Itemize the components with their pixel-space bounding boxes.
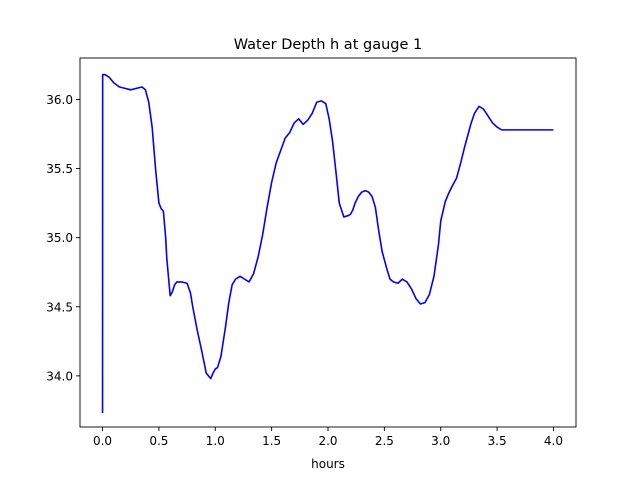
x-tick-label: 0.0 bbox=[93, 434, 112, 448]
y-tick-label: 34.0 bbox=[46, 369, 73, 383]
x-tick-label: 2.0 bbox=[318, 434, 337, 448]
y-tick-label: 34.5 bbox=[46, 300, 73, 314]
y-axis: 34.0 34.5 35.0 35.5 36.0 bbox=[46, 93, 80, 383]
x-tick-label: 1.5 bbox=[262, 434, 281, 448]
chart-title: Water Depth h at gauge 1 bbox=[234, 37, 422, 53]
y-tick-label: 35.5 bbox=[46, 162, 73, 176]
series-layer bbox=[101, 73, 554, 414]
x-tick-label: 1.0 bbox=[206, 434, 225, 448]
x-tick-label: 3.0 bbox=[431, 434, 450, 448]
y-tick-label: 35.0 bbox=[46, 231, 73, 245]
x-tick-label: 2.5 bbox=[375, 434, 394, 448]
x-axis: 0.0 0.5 1.0 1.5 2.0 2.5 3.0 3.5 4.0 bbox=[93, 427, 563, 448]
x-tick-label: 0.5 bbox=[149, 434, 168, 448]
y-tick-label: 36.0 bbox=[46, 93, 73, 107]
x-tick-label: 4.0 bbox=[544, 434, 563, 448]
x-axis-label: hours bbox=[311, 457, 345, 471]
x-tick-label: 3.5 bbox=[488, 434, 507, 448]
series-line-0 bbox=[101, 73, 554, 414]
